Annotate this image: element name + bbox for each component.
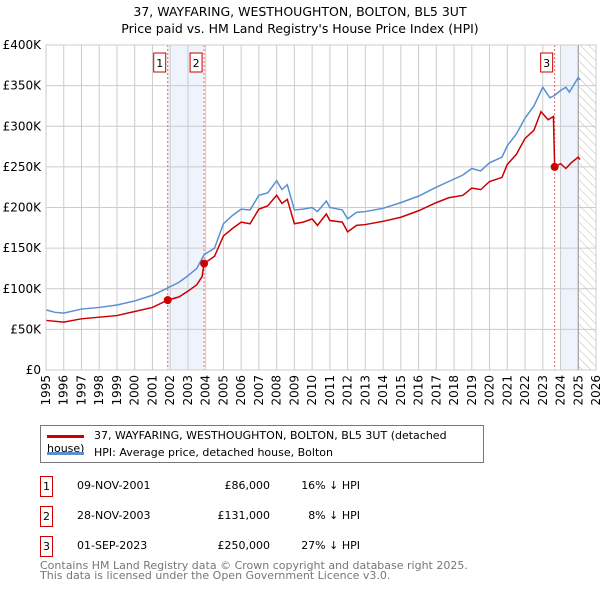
legend-label: HPI: Average price, detached house, Bolt… bbox=[94, 446, 333, 459]
sale-label: 1 bbox=[156, 57, 163, 70]
footer-line2: This data is licensed under the Open Gov… bbox=[40, 569, 391, 582]
sale-date: 09-NOV-2001 bbox=[77, 479, 151, 492]
footer-line1: Contains HM Land Registry data © Crown c… bbox=[40, 559, 468, 572]
x-tick-label: 1998 bbox=[92, 375, 106, 406]
y-tick-label: £300K bbox=[3, 119, 43, 133]
x-tick-label: 2003 bbox=[181, 375, 195, 406]
x-tick-label: 1999 bbox=[110, 375, 124, 406]
sale-hpi: 8% ↓ HPI bbox=[308, 509, 360, 522]
sale-price: £250,000 bbox=[217, 539, 271, 552]
y-tick-label: £100K bbox=[3, 282, 43, 296]
x-tick-label: 1997 bbox=[74, 375, 88, 406]
x-tick-label: 2005 bbox=[216, 375, 230, 406]
x-tick-label: 2006 bbox=[234, 375, 248, 406]
y-tick-label: £350K bbox=[3, 79, 43, 93]
price-paid-line bbox=[45, 110, 581, 323]
sale-marker: 1 bbox=[40, 476, 53, 497]
x-tick-label: 2025 bbox=[571, 375, 585, 406]
x-tick-label: 1995 bbox=[39, 375, 53, 406]
sale-marker: 2 bbox=[40, 506, 53, 527]
x-tick-label: 2008 bbox=[270, 375, 284, 406]
x-tick-label: 2017 bbox=[429, 375, 443, 406]
x-tick-label: 2011 bbox=[323, 375, 337, 406]
sale-point bbox=[200, 259, 209, 268]
x-tick-label: 2000 bbox=[128, 375, 142, 406]
x-tick-label: 2024 bbox=[554, 375, 568, 406]
y-tick-label: £150K bbox=[3, 241, 43, 255]
x-tick-label: 2021 bbox=[500, 375, 514, 406]
sale-hpi: 27% ↓ HPI bbox=[301, 539, 360, 552]
y-tick-label: £250K bbox=[3, 160, 43, 174]
plot-border bbox=[45, 44, 597, 371]
legend: 37, WAYFARING, WESTHOUGHTON, BOLTON, BL5… bbox=[40, 425, 484, 463]
x-tick-label: 2002 bbox=[163, 375, 177, 406]
sale-label: 3 bbox=[543, 57, 550, 70]
sale-price: £86,000 bbox=[224, 479, 271, 492]
x-tick-label: 2014 bbox=[376, 375, 390, 406]
x-tick-label: 2022 bbox=[518, 375, 532, 406]
footer: Contains HM Land Registry data © Crown c… bbox=[40, 559, 468, 582]
y-tick-label: £400K bbox=[3, 38, 43, 52]
x-tick-label: 2012 bbox=[341, 375, 355, 406]
y-tick-label: £50K bbox=[10, 322, 42, 336]
sale-date: 28-NOV-2003 bbox=[77, 509, 151, 522]
x-tick-label: 2007 bbox=[252, 375, 266, 406]
sale-price: £131,000 bbox=[217, 509, 271, 522]
sale-point bbox=[550, 162, 559, 171]
legend-blue-line bbox=[47, 451, 84, 455]
chart-subtitle: Price paid vs. HM Land Registry's House … bbox=[121, 21, 479, 36]
x-tick-label: 2001 bbox=[145, 375, 159, 406]
price-chart: 1995 1996 1997 1998 1999 2000 2001 2002 2003 2004… bbox=[3, 38, 600, 406]
x-tick-label: 2015 bbox=[394, 375, 408, 406]
chart-title: 37, WAYFARING, WESTHOUGHTON, BOLTON, BL5… bbox=[133, 4, 467, 19]
x-tick-label: 2013 bbox=[358, 375, 372, 406]
x-tick-label: 2026 bbox=[589, 375, 600, 406]
x-tick-label: 2004 bbox=[199, 375, 213, 406]
x-tick-label: 2018 bbox=[447, 375, 461, 406]
x-tick-label: 1996 bbox=[57, 375, 71, 406]
hpi-line bbox=[45, 76, 581, 314]
sale-label-box bbox=[189, 52, 203, 73]
y-tick-label: £200K bbox=[3, 201, 43, 215]
x-tick-label: 2019 bbox=[465, 375, 479, 406]
sale-point bbox=[163, 296, 172, 305]
legend-red-line bbox=[47, 434, 84, 438]
y-tick-label: £0 bbox=[26, 363, 41, 377]
sale-date: 01-SEP-2023 bbox=[77, 539, 148, 552]
sale-hpi: 16% ↓ HPI bbox=[301, 479, 360, 492]
sale-label-box bbox=[540, 52, 554, 73]
x-tick-label: 2016 bbox=[412, 375, 426, 406]
sale-marker: 3 bbox=[40, 536, 53, 557]
x-tick-label: 2020 bbox=[483, 375, 497, 406]
x-tick-label: 2009 bbox=[287, 375, 301, 406]
sale-label-box bbox=[153, 52, 167, 73]
sale-label: 2 bbox=[193, 57, 200, 70]
x-tick-label: 2010 bbox=[305, 375, 319, 406]
legend-item-hpi: HPI: Average price, detached house, Bolt… bbox=[47, 446, 333, 459]
x-tick-label: 2023 bbox=[536, 375, 550, 406]
